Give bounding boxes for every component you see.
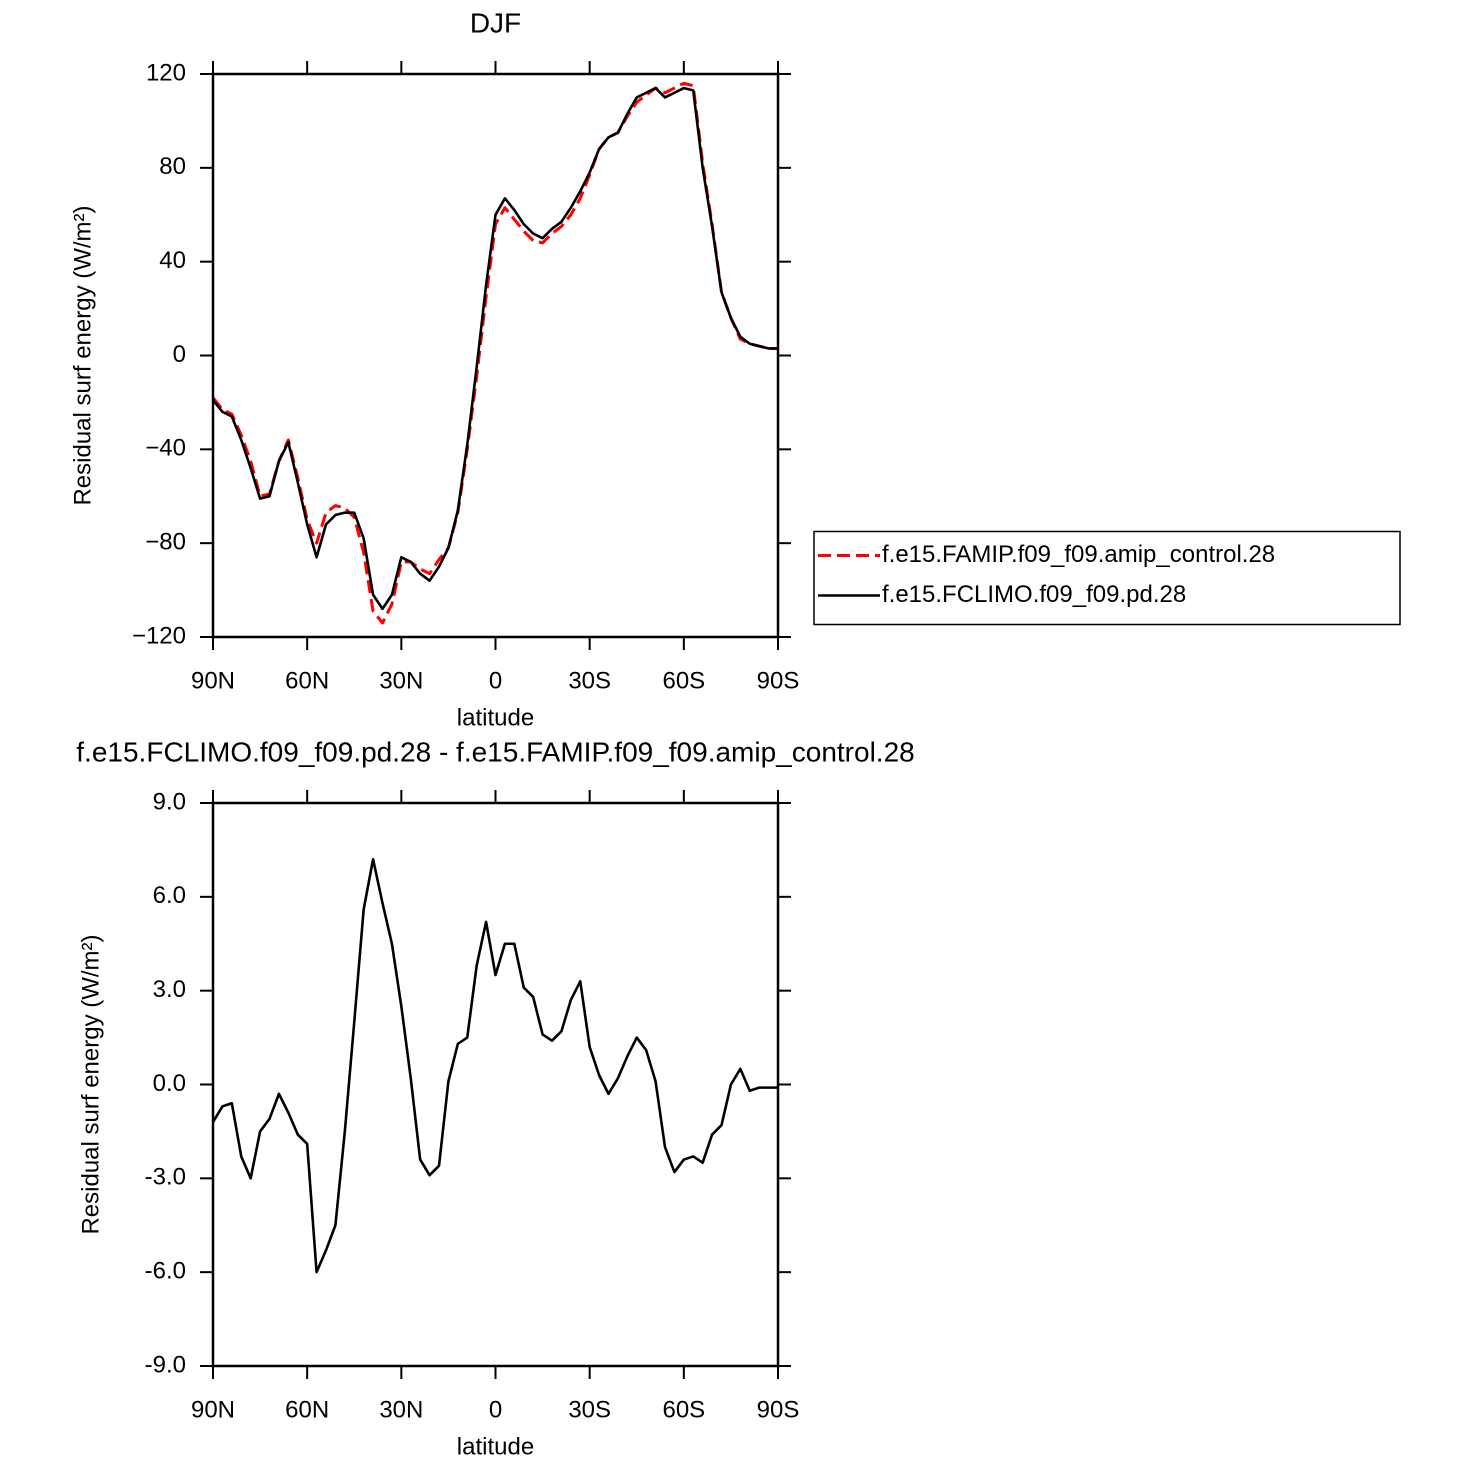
x-tick-label: 60N: [285, 667, 329, 694]
x-tick-label: 60S: [662, 667, 705, 694]
chart-title: DJF: [470, 7, 521, 38]
x-tick-label: 30N: [379, 667, 423, 694]
y-tick-label: −120: [132, 622, 186, 649]
chart-title: f.e15.FCLIMO.f09_f09.pd.28 - f.e15.FAMIP…: [76, 736, 914, 767]
y-tick-label: −40: [145, 435, 186, 462]
x-tick-label: 30S: [568, 1396, 611, 1423]
x-tick-label: 60S: [662, 1396, 705, 1423]
x-tick-label: 60N: [285, 1396, 329, 1423]
y-tick-label: -6.0: [145, 1258, 186, 1285]
y-axis-label: Residual surf energy (W/m²): [77, 934, 104, 1234]
plot-frame: [211, 72, 780, 639]
x-axis-label: latitude: [457, 1433, 534, 1460]
y-tick-label: -3.0: [145, 1164, 186, 1191]
data-line: [211, 86, 778, 611]
data-line: [211, 81, 778, 625]
x-tick-label: 30S: [568, 667, 611, 694]
x-tick-label: 90N: [191, 667, 235, 694]
y-tick-label: 3.0: [153, 976, 186, 1003]
y-tick-label: -9.0: [145, 1351, 186, 1378]
y-tick-label: 0: [173, 341, 186, 368]
plot-frame: [211, 801, 780, 1368]
legend-label: f.e15.FAMIP.f09_f09.amip_control.28: [882, 541, 1275, 568]
y-axis-label: Residual surf energy (W/m²): [69, 205, 96, 505]
legend-label: f.e15.FCLIMO.f09_f09.pd.28: [882, 581, 1186, 608]
legend-box: [813, 530, 1401, 626]
x-tick-label: 90N: [191, 1396, 235, 1423]
x-tick-label: 0: [489, 1396, 502, 1423]
y-tick-label: 120: [146, 59, 186, 86]
y-tick-label: 40: [159, 247, 186, 274]
data-line: [211, 858, 778, 1274]
x-tick-label: 0: [489, 667, 502, 694]
y-tick-label: 9.0: [153, 788, 186, 815]
y-tick-label: 0.0: [153, 1070, 186, 1097]
x-tick-label: 90S: [757, 1396, 800, 1423]
x-tick-label: 90S: [757, 667, 800, 694]
x-axis-label: latitude: [457, 704, 534, 731]
y-tick-label: 80: [159, 153, 186, 180]
x-tick-label: 30N: [379, 1396, 423, 1423]
y-tick-label: 6.0: [153, 882, 186, 909]
y-tick-label: −80: [145, 529, 186, 556]
